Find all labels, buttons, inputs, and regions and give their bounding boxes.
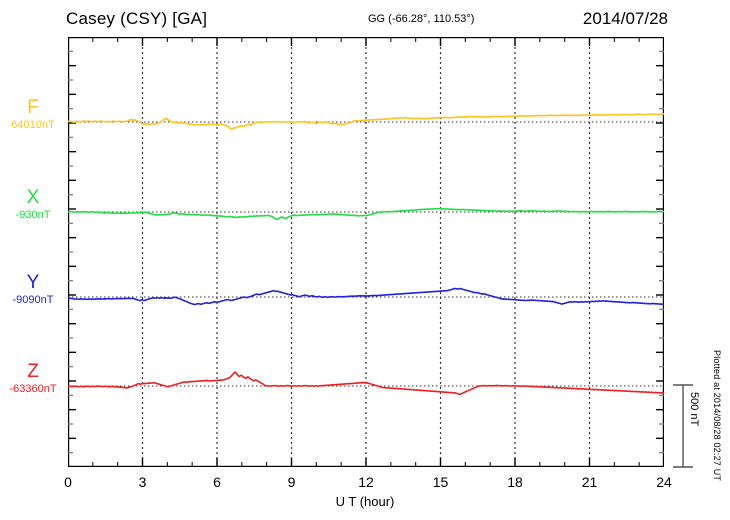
scale-bar-icon: [673, 384, 693, 468]
component-letter-X: X: [26, 187, 40, 208]
x-tick-label-15: 15: [432, 474, 449, 490]
x-axis-title: U T (hour): [335, 494, 395, 509]
station-title: Casey (CSY) [GA]: [66, 9, 208, 28]
plotted-timestamp: Plotted at 2014/08/28 02:27 UT: [712, 350, 722, 482]
component-letter-Y: Y: [26, 272, 40, 293]
component-label-F: F 64010nT: [0, 98, 66, 132]
trace-Z: [68, 371, 664, 396]
x-tick-label-3: 3: [138, 474, 147, 490]
component-letter-Z: Z: [27, 361, 39, 382]
observation-date: 2014/07/28: [582, 9, 668, 28]
component-label-Z: Z -63360nT: [0, 362, 66, 396]
component-baseline-X: -930nT: [15, 209, 51, 221]
component-label-X: X -930nT: [0, 188, 66, 222]
trace-Y: [68, 287, 664, 306]
component-baseline-Z: -63360nT: [9, 383, 57, 395]
x-tick-label-9: 9: [287, 474, 296, 490]
scale-bar-label: 500 nT: [688, 392, 700, 427]
x-tick-label-6: 6: [213, 474, 221, 490]
geographic-coordinates: GG (-66.28°, 110.53°): [368, 13, 475, 25]
component-baseline-F: 64010nT: [11, 119, 55, 131]
trace-F: [68, 113, 664, 131]
trace-X: [68, 207, 664, 221]
x-tick-label-12: 12: [358, 474, 374, 490]
x-tick-label-18: 18: [507, 474, 523, 490]
x-tick-label-0: 0: [64, 474, 72, 490]
component-letter-F: F: [27, 97, 39, 118]
plot-area: [68, 37, 664, 467]
x-tick-label-21: 21: [581, 474, 598, 490]
component-label-Y: Y -9090nT: [0, 273, 66, 307]
component-baseline-Y: -9090nT: [12, 294, 54, 306]
magnetogram-svg: [68, 37, 664, 467]
x-tick-label-24: 24: [656, 474, 672, 490]
